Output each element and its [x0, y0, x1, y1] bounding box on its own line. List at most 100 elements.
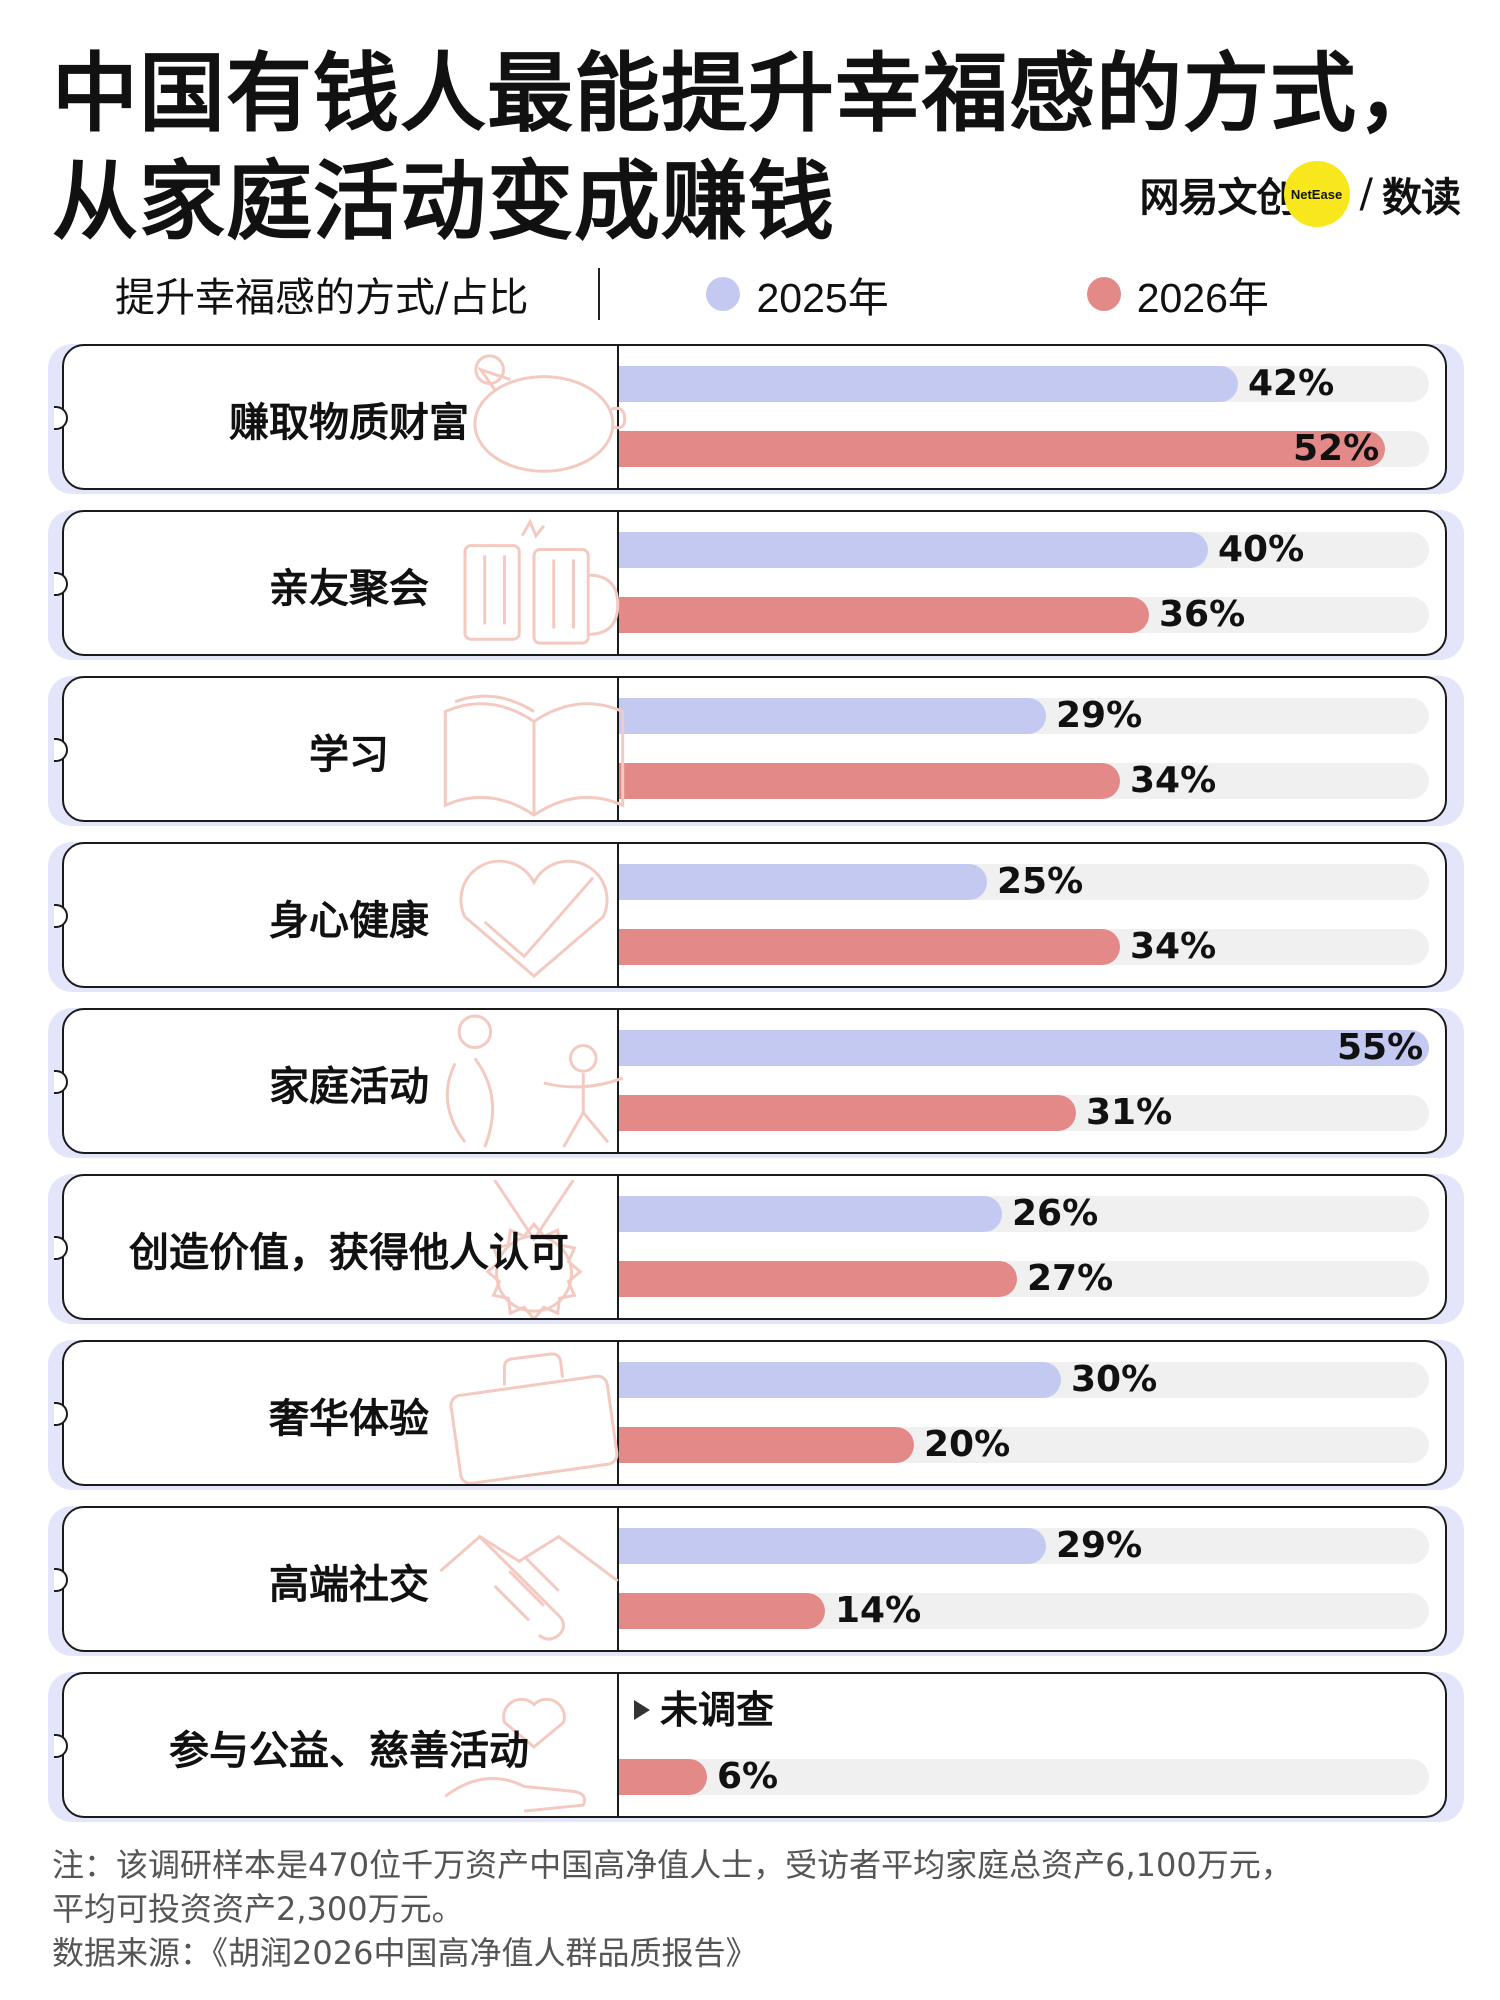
data-label: 40% [1218, 529, 1305, 570]
heart-check-icon [459, 859, 609, 979]
page-title: 中国有钱人最能提升幸福感的方式， 从家庭活动变成赚钱 [52, 40, 1472, 256]
data-label: 20% [924, 1424, 1011, 1465]
data-label: 52% [1293, 428, 1380, 469]
bar-track: 27% [619, 1258, 1429, 1299]
data-label: 25% [997, 861, 1084, 902]
bar-2025 [619, 532, 1208, 568]
row-label: 创造价值，获得他人认可 [129, 1230, 569, 1276]
bar-track: 31% [619, 1092, 1429, 1133]
row-card: 身心健康 25% 34% [62, 842, 1447, 988]
row-divider [617, 346, 619, 488]
legend-item-2025: 2025年 [706, 264, 889, 324]
chart-row: 创造价值，获得他人认可 26% 27% [48, 1174, 1464, 1324]
legend-heading: 提升幸福感的方式/占比 [115, 275, 529, 321]
bar-2026 [619, 1759, 707, 1795]
handshake-icon [439, 1534, 619, 1641]
bar-track: 42% [619, 363, 1429, 404]
data-label: 30% [1071, 1359, 1158, 1400]
chart-row: 高端社交 29% 14% [48, 1506, 1464, 1656]
row-card: 奢华体验 30% 20% [62, 1340, 1447, 1486]
bar-track: 20% [619, 1424, 1429, 1465]
row-label: 亲友聚会 [269, 566, 429, 612]
bar-2026 [619, 763, 1120, 799]
row-divider [617, 1508, 619, 1650]
bar-track: 14% [619, 1590, 1429, 1631]
row-label: 赚取物质财富 [229, 400, 469, 446]
data-label: 26% [1012, 1193, 1099, 1234]
untested-note: 未调查 [634, 1686, 774, 1734]
data-label: 55% [1337, 1027, 1424, 1068]
row-label: 身心健康 [269, 898, 429, 944]
bar-2026 [619, 431, 1385, 467]
data-label: 29% [1056, 695, 1143, 736]
row-label: 参与公益、慈善活动 [169, 1728, 529, 1774]
data-label: 27% [1027, 1258, 1114, 1299]
chart-row: 参与公益、慈善活动 未调查 6% [48, 1672, 1464, 1822]
row-card: 高端社交 29% 14% [62, 1506, 1447, 1652]
legend-separator [598, 268, 601, 320]
bar-track: 29% [619, 1525, 1429, 1566]
row-divider [617, 512, 619, 654]
data-label: 34% [1130, 926, 1217, 967]
bar-track: 36% [619, 594, 1429, 635]
bar-2026 [619, 929, 1120, 965]
bar-2026 [619, 1095, 1076, 1131]
row-card: 亲友聚会 40% 36% [62, 510, 1447, 656]
legend: 提升幸福感的方式/占比 2025年 2026年 [115, 262, 1415, 326]
data-label: 14% [835, 1590, 922, 1631]
footer-source: 数据来源：《胡润2026中国高净值人群品质报告》 [52, 1934, 758, 1972]
row-divider [617, 844, 619, 986]
chart-row: 赚取物质财富 42% 52% [48, 344, 1464, 494]
bar-2025 [619, 1528, 1046, 1564]
chart-row: 家庭活动 55% 31% [48, 1008, 1464, 1158]
bar-track: 30% [619, 1359, 1429, 1400]
data-label: 31% [1086, 1092, 1173, 1133]
legend-label-2026: 2026年 [1136, 275, 1269, 321]
row-divider [617, 1176, 619, 1318]
chart-row: 身心健康 25% 34% [48, 842, 1464, 992]
data-label: 6% [717, 1756, 779, 1797]
row-card: 家庭活动 55% 31% [62, 1008, 1447, 1154]
row-label: 奢华体验 [269, 1396, 429, 1442]
data-label: 29% [1056, 1525, 1143, 1566]
title-line-1: 中国有钱人最能提升幸福感的方式， [52, 44, 1444, 144]
brand-logo: 网易文创 NetEase / 数读 [1140, 161, 1461, 227]
brand-channel: 数读 [1382, 175, 1461, 221]
bar-2026 [619, 1427, 914, 1463]
open-book-icon [443, 694, 625, 817]
legend-swatch-2026 [1086, 277, 1121, 311]
title-line-2: 从家庭活动变成赚钱 [52, 152, 835, 252]
legend-swatch-2025 [706, 277, 741, 311]
piggy-bank-icon [473, 354, 627, 473]
triangle-icon [634, 1700, 650, 1720]
bar-track: 25% [619, 861, 1429, 902]
bar-track: 6% [619, 1756, 1429, 1797]
row-divider [617, 678, 619, 820]
chart-row: 亲友聚会 40% 36% [48, 510, 1464, 660]
family-icon [445, 1014, 624, 1148]
row-card: 创造价值，获得他人认可 26% 27% [62, 1174, 1447, 1320]
row-card: 赚取物质财富 42% 52% [62, 344, 1447, 490]
bar-track: 34% [619, 760, 1429, 801]
briefcase-icon [449, 1352, 619, 1484]
footer: 注：该调研样本是470位千万资产中国高净值人士，受访者平均家庭总资产6,100万… [52, 1843, 1472, 1975]
row-divider [617, 1674, 619, 1816]
bar-2025 [619, 366, 1238, 402]
legend-item-2026: 2026年 [1086, 264, 1269, 324]
data-label: 34% [1130, 760, 1217, 801]
bar-2025 [619, 1362, 1061, 1398]
footer-note-line-1: 注：该调研样本是470位千万资产中国高净值人士，受访者平均家庭总资产6,100万… [52, 1846, 1293, 1884]
bar-track: 55% [619, 1027, 1429, 1068]
row-divider [617, 1342, 619, 1484]
row-label: 学习 [309, 732, 389, 778]
untested-label: 未调查 [660, 1688, 775, 1732]
data-label: 42% [1248, 363, 1335, 404]
row-card: 学习 29% 34% [62, 676, 1447, 822]
bar-2025 [619, 1030, 1429, 1066]
data-label: 36% [1159, 594, 1246, 635]
bar-track: 52% [619, 428, 1429, 469]
bar-2026 [619, 1261, 1017, 1297]
chart-row: 奢华体验 30% 20% [48, 1340, 1464, 1490]
bar-track: 40% [619, 529, 1429, 570]
chart-row: 学习 29% 34% [48, 676, 1464, 826]
